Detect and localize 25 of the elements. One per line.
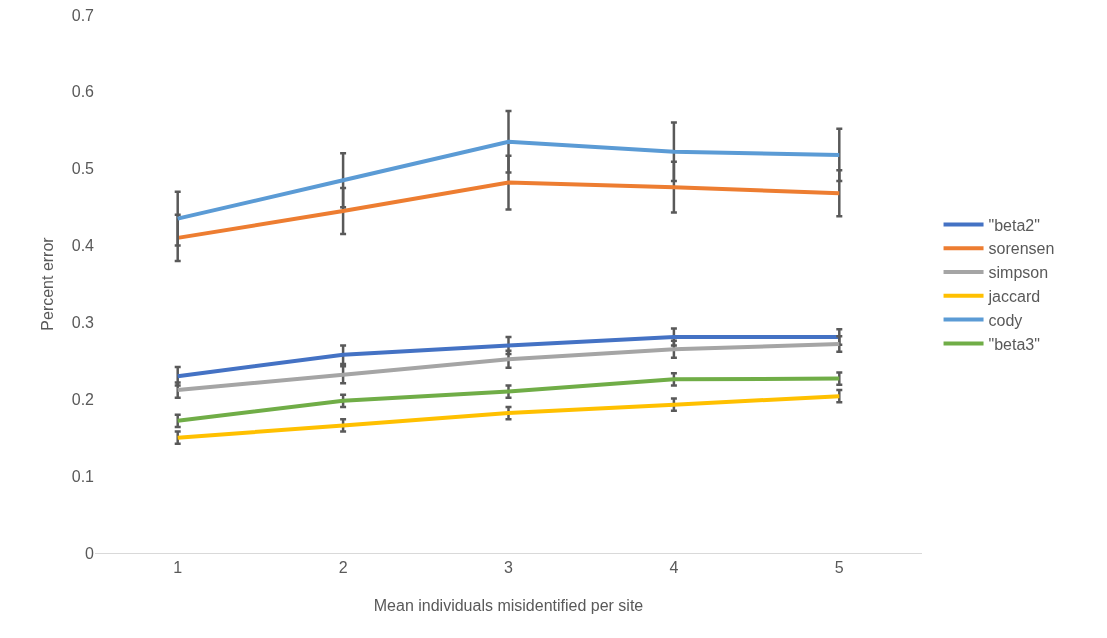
y-tick-label: 0.6 [71,83,95,101]
legend-label: sorensen [988,240,1055,258]
y-tick-label: 0.5 [71,160,95,178]
x-tick-label: 1 [173,559,183,577]
y-tick-label: 0.1 [71,467,95,485]
y-tick-label: 0.2 [71,390,95,408]
legend-label: "beta3" [988,335,1040,353]
x-tick-label: 3 [504,559,514,577]
legend-label: cody [988,311,1023,329]
y-tick-label: 0 [85,544,95,562]
x-tick-label: 4 [669,559,679,577]
x-tick-label: 2 [338,559,348,577]
x-tick-label: 5 [834,559,844,577]
y-tick-label: 0.3 [71,314,95,332]
x-axis-title: Mean individuals misidentified per site [373,597,644,614]
line-series [175,376,842,423]
legend-label: jaccard [987,288,1041,306]
line-series [175,139,842,221]
legend-label: "beta2" [988,216,1040,234]
y-tick-label: 0.7 [71,6,95,24]
line-series [175,341,842,393]
legend-label: simpson [988,264,1049,282]
y-tick-label: 0.4 [71,237,95,255]
line-series [175,394,842,440]
y-axis-title: Percent error [39,236,56,331]
